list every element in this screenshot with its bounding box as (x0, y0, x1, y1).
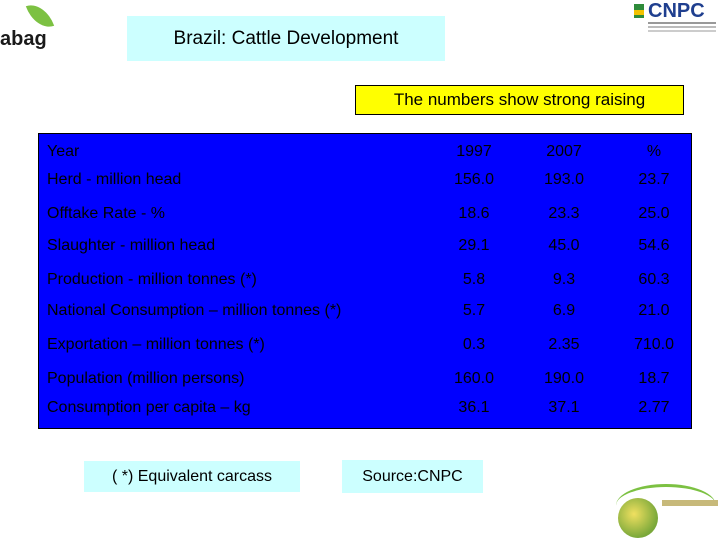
value-1997: 29.1 (458, 237, 490, 254)
value-percent: 21.0 (638, 302, 670, 319)
subtitle-text: The numbers show strong raising (393, 90, 646, 109)
row-label: Production - million tonnes (*) (47, 271, 257, 288)
value-1997: 36.1 (458, 399, 490, 416)
value-percent: 25.0 (638, 205, 670, 222)
value-percent: 60.3 (638, 271, 670, 288)
table-row: Exportation – million tonnes (*) 0.3 2.3… (39, 331, 691, 359)
cattle-data-table: Year 1997 2007 % Herd - million head 156… (38, 133, 692, 429)
row-label: Consumption per capita – kg (47, 399, 251, 416)
source-note: Source:CNPC (342, 460, 483, 493)
cnpc-logo-subtext (648, 22, 716, 24)
subtitle-banner: The numbers show strong raising (355, 85, 684, 115)
slide-title-text: Brazil: Cattle Development (173, 27, 399, 49)
table-row: Slaughter - million head 29.1 45.0 54.6 (39, 232, 691, 260)
table-row: Herd - million head 156.0 193.0 23.7 (39, 166, 691, 194)
value-percent: 2.77 (638, 399, 670, 416)
value-1997: 5.7 (462, 302, 486, 319)
table-row: Population (million persons) 160.0 190.0… (39, 365, 691, 393)
value-1997: 18.6 (458, 205, 490, 222)
source-text: Source:CNPC (362, 467, 463, 485)
row-label: Exportation – million tonnes (*) (47, 336, 265, 353)
cnpc-logo-text: CNPC (648, 0, 705, 22)
abag-logo-text: abag (0, 28, 47, 50)
value-2007: 9.3 (552, 271, 576, 288)
row-label: National Consumption – million tonnes (*… (47, 302, 342, 319)
row-label: Population (million persons) (47, 370, 245, 387)
header-1997: 1997 (456, 143, 492, 160)
value-2007: 23.3 (548, 205, 580, 222)
abag-logo: abag (0, 0, 60, 50)
value-percent: 54.6 (638, 237, 670, 254)
value-2007: 2.35 (548, 336, 580, 353)
value-1997: 160.0 (453, 370, 495, 387)
value-2007: 190.0 (543, 370, 585, 387)
row-label: Herd - million head (47, 171, 182, 188)
footnote-text: ( *) Equivalent carcass (111, 467, 273, 485)
table-header-row: Year 1997 2007 % (39, 138, 691, 166)
header-2007: 2007 (546, 143, 582, 160)
table-row: Production - million tonnes (*) 5.8 9.3 … (39, 266, 691, 294)
value-percent: 23.7 (638, 171, 670, 188)
table-row: Consumption per capita – kg 36.1 37.1 2.… (39, 394, 691, 422)
value-1997: 156.0 (453, 171, 495, 188)
value-2007: 45.0 (548, 237, 580, 254)
flag-stripe (634, 10, 644, 15)
value-percent: 710.0 (633, 336, 675, 353)
row-label: Offtake Rate - % (47, 205, 165, 222)
slide-title: Brazil: Cattle Development (127, 16, 445, 61)
world-meat-congress-logo (612, 480, 720, 540)
value-2007: 37.1 (548, 399, 580, 416)
header-percent: % (646, 143, 662, 160)
value-2007: 193.0 (543, 171, 585, 188)
table-row: Offtake Rate - % 18.6 23.3 25.0 (39, 200, 691, 228)
globe-icon (618, 498, 658, 538)
table-row: National Consumption – million tonnes (*… (39, 297, 691, 325)
footnote: ( *) Equivalent carcass (84, 461, 300, 492)
swoosh-icon (616, 484, 716, 527)
row-label: Slaughter - million head (47, 237, 216, 254)
value-1997: 5.8 (462, 271, 486, 288)
value-percent: 18.7 (638, 370, 670, 387)
value-2007: 6.9 (552, 302, 576, 319)
header-year: Year (47, 143, 80, 160)
value-1997: 0.3 (462, 336, 486, 353)
logo-wordmark (662, 500, 718, 506)
cnpc-logo: CNPC (632, 0, 718, 36)
